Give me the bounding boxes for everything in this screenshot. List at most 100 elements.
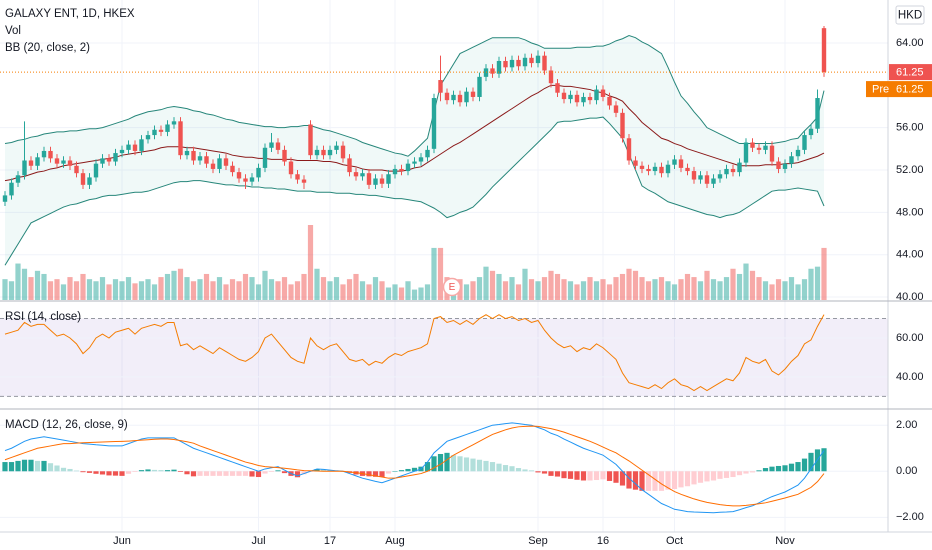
candle-body [750, 142, 755, 148]
macd-histogram-bar [483, 460, 489, 472]
volume-bar [522, 268, 528, 300]
candle-body [80, 173, 86, 185]
event-marker[interactable] [442, 277, 462, 297]
bollinger-fill [5, 35, 824, 266]
volume-bar [353, 273, 359, 300]
volume-bar [229, 279, 236, 300]
candle-body [366, 173, 372, 185]
candle-body [204, 156, 209, 164]
volume-bar [398, 287, 405, 300]
candle-body [470, 91, 476, 97]
candle-body [93, 163, 99, 178]
volume-bar [554, 273, 561, 300]
candle-body [145, 135, 151, 140]
candle-body [730, 168, 736, 173]
candle-body [249, 177, 255, 182]
macd-histogram-bar [151, 469, 158, 472]
volume-bar [541, 277, 548, 300]
volume-bar [320, 277, 327, 300]
volume-bar [437, 247, 444, 300]
candle-body [717, 174, 723, 179]
volume-bar [138, 281, 145, 300]
y-tick-label: 60.00 [896, 332, 924, 344]
macd-histogram-bar [41, 460, 47, 472]
volume-bar [73, 281, 80, 300]
macd-histogram-bar [606, 471, 613, 481]
candle-body [503, 60, 508, 68]
pre-market-tag: Pre [872, 83, 889, 95]
candle-body [737, 162, 742, 173]
volume-bar [119, 281, 125, 300]
candle-body [620, 112, 625, 139]
macd-histogram-bar [704, 471, 710, 482]
macd-histogram-bar [21, 459, 28, 472]
volume-bar [392, 284, 398, 300]
candle-body [691, 171, 697, 180]
volume-bar [749, 270, 756, 300]
macd-histogram-bar [93, 471, 99, 474]
volume-bar [509, 277, 515, 300]
candle-body [301, 179, 307, 183]
rsi-band-fill [0, 318, 888, 397]
candle-body [724, 168, 729, 175]
candle-body [405, 163, 411, 172]
macd-histogram-bar [437, 453, 444, 472]
macd-histogram-bar [723, 471, 730, 478]
volume-bar [15, 263, 21, 300]
volume-bar [795, 284, 801, 300]
candle-body [795, 149, 801, 157]
volume-bar [372, 277, 379, 300]
macd-histogram-bar [236, 471, 242, 476]
macd-histogram-bar [522, 469, 528, 472]
macd-histogram-bar [743, 471, 749, 474]
macd-histogram-bar [450, 455, 457, 472]
volume-bar [333, 277, 340, 300]
macd-histogram-bar [756, 470, 762, 472]
candle-body [67, 160, 73, 166]
volume-bar [697, 281, 704, 300]
candle-body [542, 55, 547, 71]
volume-bar [223, 284, 229, 300]
x-tick-label: 16 [597, 535, 609, 547]
candle-body [555, 83, 560, 93]
volume-bar [132, 283, 138, 300]
candle-body [418, 157, 424, 162]
x-tick-label: Aug [385, 535, 405, 547]
candle-body [217, 158, 222, 169]
signal-line [4, 425, 825, 507]
candle-body [425, 149, 430, 158]
candle-body [392, 168, 398, 175]
macd-histogram-bar [216, 471, 223, 476]
macd-histogram-bar [431, 456, 437, 472]
candle-body [295, 174, 300, 180]
macd-histogram-bar [587, 471, 593, 481]
macd-histogram-bar [710, 471, 717, 481]
volume-bar [723, 277, 730, 300]
macd-histogram-bar [593, 471, 600, 481]
volume-bar [470, 281, 476, 300]
volume-bar [125, 277, 132, 300]
candle-body [113, 153, 118, 162]
candle-body [321, 149, 326, 156]
volume-bar [216, 277, 223, 300]
volume-bar [275, 281, 281, 300]
macd-histogram-bar [99, 471, 106, 475]
macd-histogram-bar [301, 471, 307, 475]
volume-bar [28, 277, 34, 300]
macd-histogram-bar [73, 470, 80, 472]
volume-bar [99, 277, 106, 300]
candle-body [379, 178, 385, 184]
candle-body [119, 149, 125, 154]
volume-bar [665, 281, 671, 300]
candle-body [776, 161, 781, 169]
macd-histogram-bar [54, 465, 60, 472]
currency-box[interactable] [895, 5, 925, 25]
macd-histogram-bar [671, 471, 678, 490]
volume-bar [658, 277, 665, 300]
volume-bar [184, 277, 190, 300]
volume-bar [652, 279, 658, 300]
candle-body [191, 150, 196, 161]
volume-bar [548, 270, 554, 300]
macd-histogram-bar [463, 457, 470, 472]
macd-histogram-bar [398, 470, 405, 472]
